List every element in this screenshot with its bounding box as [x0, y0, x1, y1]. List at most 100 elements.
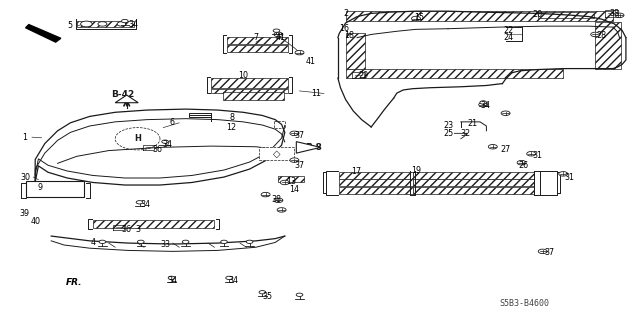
Text: 41: 41 — [305, 57, 316, 66]
Text: 19: 19 — [411, 166, 421, 175]
Polygon shape — [413, 179, 534, 186]
Circle shape — [412, 16, 420, 21]
Circle shape — [290, 158, 299, 162]
Polygon shape — [346, 69, 563, 78]
Circle shape — [559, 172, 568, 176]
Text: 12: 12 — [227, 123, 237, 132]
Text: 22: 22 — [504, 26, 514, 35]
Circle shape — [290, 131, 299, 136]
Circle shape — [501, 111, 510, 115]
Polygon shape — [115, 95, 138, 103]
Circle shape — [136, 201, 143, 204]
Polygon shape — [26, 25, 61, 42]
Text: 41: 41 — [275, 33, 285, 42]
Text: 13: 13 — [286, 177, 296, 186]
Text: 10: 10 — [238, 71, 248, 80]
Text: 35: 35 — [262, 292, 273, 300]
Polygon shape — [413, 172, 534, 179]
Circle shape — [488, 145, 497, 149]
Text: 34: 34 — [128, 20, 138, 29]
Text: 36: 36 — [152, 145, 163, 154]
Circle shape — [615, 13, 624, 18]
Text: 26: 26 — [518, 161, 529, 170]
Circle shape — [273, 29, 280, 32]
Text: 4: 4 — [90, 238, 95, 247]
Text: 11: 11 — [311, 89, 321, 98]
Text: 30: 30 — [20, 173, 31, 182]
Circle shape — [538, 249, 547, 254]
Circle shape — [261, 192, 270, 197]
Text: 18: 18 — [344, 31, 354, 40]
Text: 36: 36 — [122, 225, 132, 234]
Polygon shape — [339, 179, 413, 186]
Text: 32: 32 — [461, 130, 471, 138]
Circle shape — [221, 240, 227, 243]
Circle shape — [98, 22, 107, 26]
Polygon shape — [413, 187, 534, 194]
Text: 6: 6 — [169, 118, 174, 127]
Circle shape — [162, 140, 168, 143]
Polygon shape — [538, 12, 594, 18]
Text: S5B3-B4600: S5B3-B4600 — [500, 299, 550, 308]
Circle shape — [168, 276, 175, 279]
Circle shape — [138, 240, 144, 243]
Circle shape — [226, 276, 232, 279]
Text: H: H — [134, 134, 141, 143]
Polygon shape — [227, 37, 288, 44]
Text: 27: 27 — [500, 145, 511, 154]
Text: 31: 31 — [564, 173, 575, 182]
Text: 34: 34 — [168, 276, 178, 285]
Text: 37: 37 — [544, 249, 554, 257]
Polygon shape — [595, 22, 621, 69]
Circle shape — [99, 240, 106, 243]
Circle shape — [122, 19, 128, 23]
Circle shape — [182, 240, 189, 243]
Polygon shape — [278, 176, 304, 182]
FancyBboxPatch shape — [259, 147, 294, 160]
Text: 5: 5 — [68, 21, 73, 30]
Text: 24: 24 — [504, 33, 514, 42]
Circle shape — [81, 21, 92, 27]
Text: 31: 31 — [532, 151, 543, 160]
Polygon shape — [227, 45, 288, 52]
Polygon shape — [339, 172, 413, 179]
Text: 8: 8 — [229, 113, 234, 122]
Text: 33: 33 — [160, 241, 170, 249]
Text: 7: 7 — [253, 33, 259, 42]
Circle shape — [517, 160, 526, 165]
Circle shape — [280, 180, 289, 185]
Text: 25: 25 — [443, 129, 453, 138]
Text: FR.: FR. — [66, 278, 83, 287]
Polygon shape — [346, 33, 365, 69]
Circle shape — [480, 101, 486, 104]
Text: 38: 38 — [609, 9, 620, 18]
Text: 34: 34 — [480, 101, 490, 110]
Text: 34: 34 — [141, 200, 151, 209]
Polygon shape — [296, 142, 321, 153]
FancyBboxPatch shape — [26, 181, 84, 197]
Text: 29: 29 — [358, 71, 369, 80]
Text: 38: 38 — [271, 195, 282, 204]
Text: 14: 14 — [289, 185, 300, 194]
Circle shape — [296, 293, 303, 296]
Text: 21: 21 — [467, 119, 477, 128]
Polygon shape — [223, 92, 284, 100]
Polygon shape — [77, 21, 134, 27]
Text: 23: 23 — [443, 121, 453, 130]
Text: 16: 16 — [339, 24, 349, 33]
Polygon shape — [211, 89, 288, 93]
Text: 20: 20 — [532, 10, 543, 19]
Text: 1: 1 — [22, 133, 27, 142]
Text: 34: 34 — [228, 276, 238, 285]
Polygon shape — [93, 220, 214, 228]
Polygon shape — [211, 78, 288, 88]
Circle shape — [117, 22, 126, 26]
Text: 17: 17 — [351, 167, 361, 176]
Circle shape — [274, 198, 283, 203]
Circle shape — [591, 32, 600, 37]
Polygon shape — [346, 11, 613, 21]
Circle shape — [246, 240, 253, 243]
Text: 40: 40 — [30, 217, 40, 226]
Text: 37: 37 — [294, 161, 305, 170]
Circle shape — [295, 50, 304, 55]
